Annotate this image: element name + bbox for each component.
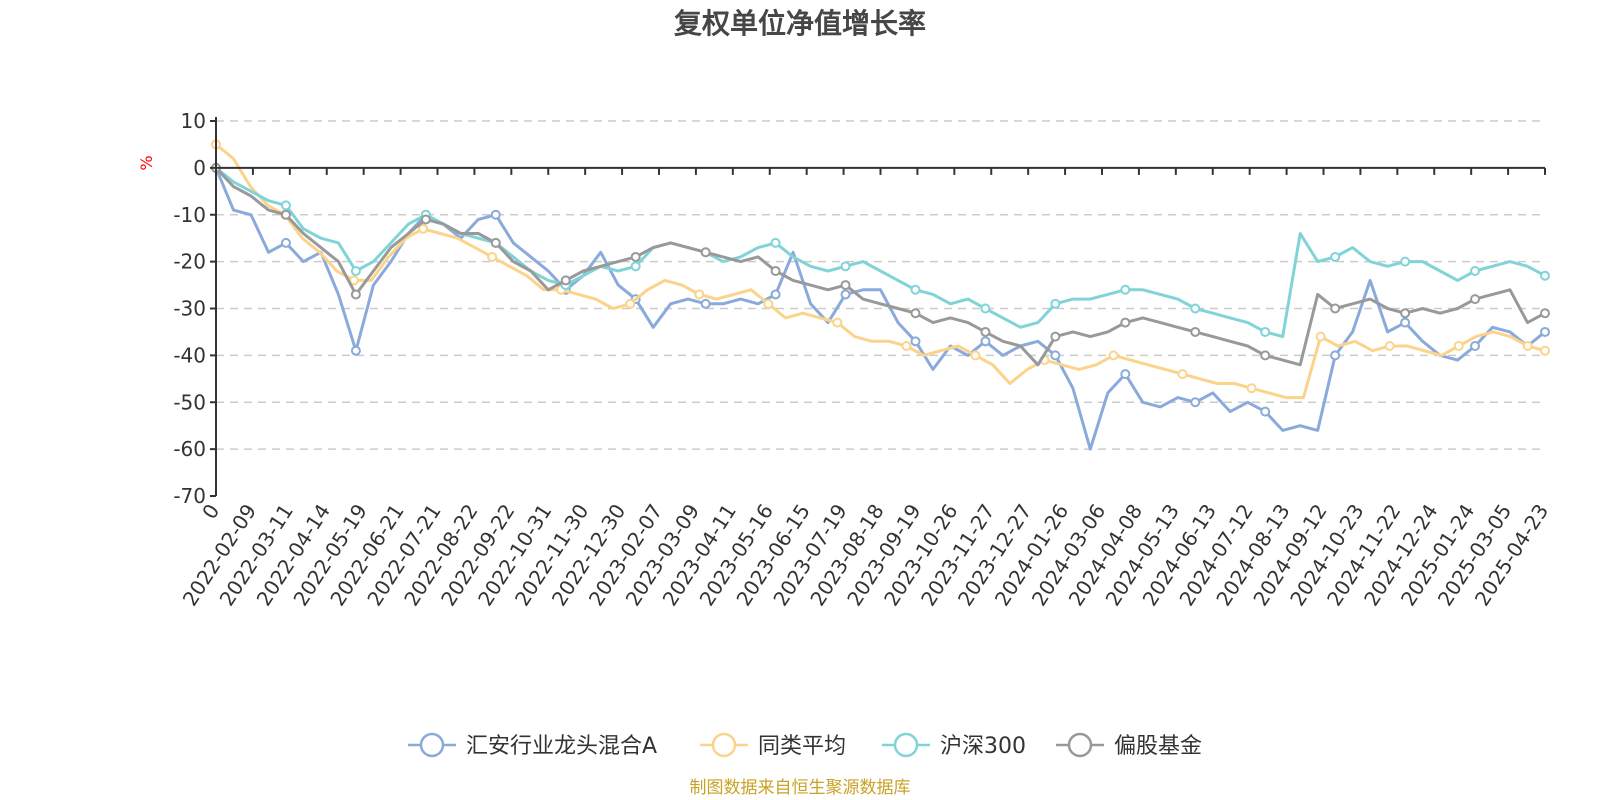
- data-point: [1190, 326, 1201, 337]
- data-point: [700, 247, 711, 258]
- data-point: [901, 341, 912, 351]
- legend-item[interactable]: 沪深300: [882, 732, 1026, 759]
- data-point: [1522, 341, 1533, 351]
- legend-label: 同类平均: [758, 734, 846, 759]
- data-point: [625, 298, 636, 309]
- data-point: [1120, 317, 1131, 328]
- data-point: [1260, 406, 1271, 417]
- y-tick-label: -40: [173, 343, 206, 367]
- data-point: [280, 200, 291, 211]
- data-point: [1540, 345, 1550, 356]
- data-point: [350, 345, 361, 356]
- data-point: [630, 251, 641, 262]
- legend-swatch-marker: [711, 732, 737, 758]
- data-point: [420, 214, 431, 225]
- data-point: [1177, 369, 1188, 380]
- data-point: [1120, 369, 1131, 380]
- legend-swatch-marker: [1067, 732, 1093, 758]
- y-tick-label: -50: [173, 390, 206, 414]
- data-point: [980, 336, 991, 347]
- data-point: [1400, 256, 1411, 267]
- data-point: [418, 223, 429, 234]
- legend-item[interactable]: 偏股基金: [1056, 732, 1202, 759]
- x-tick-label: 0: [197, 500, 224, 524]
- data-point: [1540, 270, 1550, 281]
- y-tick-label: -70: [173, 484, 206, 508]
- data-point: [832, 317, 843, 328]
- data-point: [1120, 284, 1131, 295]
- data-point: [1470, 266, 1481, 276]
- series-lines: [211, 139, 1550, 451]
- data-point: [770, 266, 781, 276]
- data-point: [280, 209, 291, 220]
- data-point: [840, 289, 851, 300]
- data-point: [840, 261, 851, 272]
- y-tick-label: -10: [173, 203, 206, 227]
- chart-title: 复权单位净值增长率: [674, 7, 926, 40]
- data-point: [910, 284, 921, 295]
- data-point: [1190, 397, 1201, 408]
- legend-swatch-marker: [893, 732, 919, 758]
- data-point: [1384, 341, 1395, 351]
- data-point: [1260, 326, 1271, 337]
- data-point: [1315, 331, 1326, 342]
- series-line-3: [214, 166, 1546, 367]
- data-point: [1540, 308, 1550, 319]
- data-point: [1330, 350, 1341, 361]
- data-point: [1540, 326, 1550, 337]
- data-point: [910, 336, 921, 347]
- data-point: [1330, 303, 1341, 314]
- legend-item[interactable]: 同类平均: [700, 732, 846, 759]
- legend-label: 沪深300: [940, 734, 1026, 759]
- data-point: [560, 275, 571, 286]
- data-point: [970, 350, 981, 361]
- y-tick-label: -20: [173, 250, 206, 274]
- data-point: [630, 261, 641, 272]
- data-point: [1400, 317, 1411, 328]
- data-point: [840, 280, 851, 291]
- data-point: [1050, 350, 1061, 361]
- data-point: [763, 298, 774, 309]
- data-point: [487, 251, 498, 262]
- legend-label: 汇安行业龙头混合A: [466, 734, 657, 759]
- axes: 100-10-20-30-40-50-60-7002022-02-092022-…: [173, 109, 1553, 610]
- y-tick-label: -60: [173, 437, 206, 461]
- y-tick-label: 0: [193, 156, 206, 180]
- data-point: [1260, 350, 1271, 361]
- source-note: 制图数据来自恒生聚源数据库: [690, 778, 911, 798]
- data-point: [1050, 331, 1061, 342]
- data-point: [350, 289, 361, 300]
- legend[interactable]: 汇安行业龙头混合A 同类平均 沪深300 偏股基金: [408, 732, 1202, 759]
- y-tick-label: 10: [181, 109, 206, 133]
- data-point: [1453, 341, 1464, 351]
- legend-label: 偏股基金: [1114, 734, 1202, 759]
- data-point: [280, 237, 291, 248]
- y-tick-label: -30: [173, 297, 206, 321]
- data-point: [910, 308, 921, 319]
- legend-swatch-marker: [419, 732, 445, 758]
- data-point: [694, 289, 705, 300]
- data-point: [490, 209, 501, 220]
- data-point: [350, 266, 361, 276]
- data-point: [1108, 350, 1119, 361]
- data-point: [1470, 341, 1481, 351]
- y-axis-unit: %: [137, 155, 156, 170]
- data-point: [1246, 383, 1257, 394]
- data-point: [770, 289, 781, 300]
- data-point: [1400, 308, 1411, 319]
- data-point: [1050, 298, 1061, 309]
- data-point: [980, 303, 991, 314]
- data-point: [770, 237, 781, 248]
- data-point: [1470, 294, 1481, 305]
- series-line-2: [215, 166, 1546, 339]
- data-point: [700, 298, 711, 309]
- data-point: [490, 237, 501, 248]
- legend-item[interactable]: 汇安行业龙头混合A: [408, 732, 657, 759]
- data-point: [1330, 251, 1341, 262]
- data-point: [980, 326, 991, 337]
- data-point: [1190, 303, 1201, 314]
